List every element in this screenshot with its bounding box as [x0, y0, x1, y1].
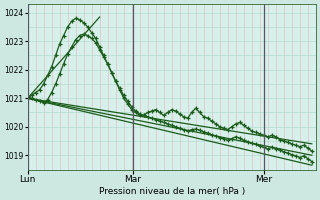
X-axis label: Pression niveau de la mer( hPa ): Pression niveau de la mer( hPa )	[99, 187, 245, 196]
